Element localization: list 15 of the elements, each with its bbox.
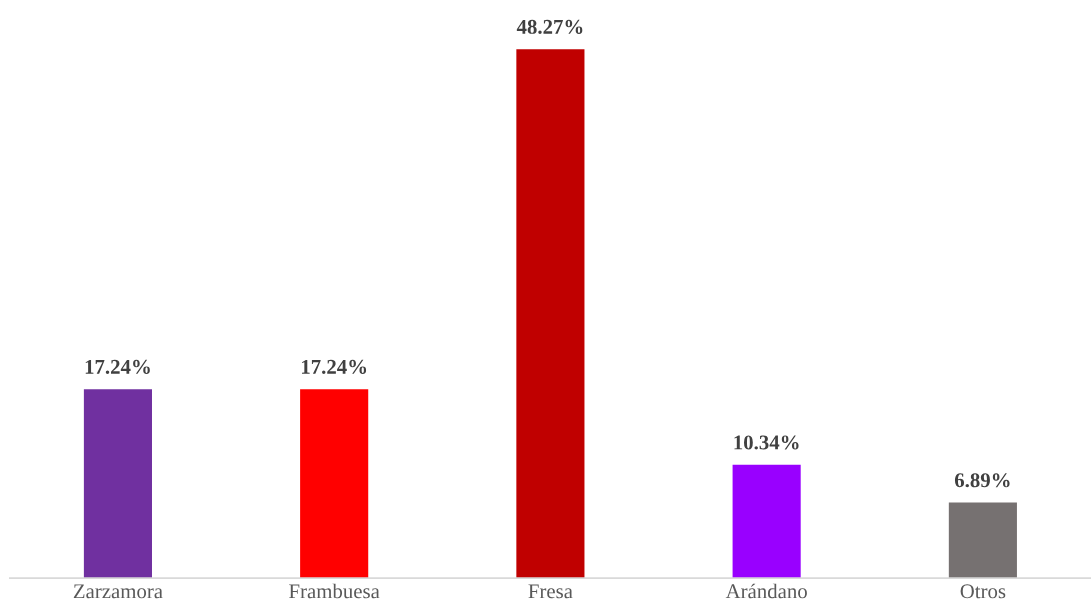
bar	[732, 464, 801, 579]
x-tick-label: Fresa	[528, 584, 573, 599]
bar	[300, 389, 369, 579]
x-tick-label: Frambuesa	[289, 583, 380, 599]
bar	[516, 49, 585, 579]
data-label: 10.34%	[734, 435, 799, 450]
x-tick-label: Arándano	[725, 583, 807, 599]
x-tick-label: Otros	[960, 584, 1006, 599]
data-label: 17.24%	[301, 359, 367, 374]
x-tick-label: Zarzamora	[73, 584, 163, 599]
data-label: 48.27%	[516, 19, 583, 34]
data-label: 6.89%	[954, 473, 1010, 488]
bar	[948, 502, 1017, 579]
bar	[83, 389, 152, 579]
data-label: 17.24%	[85, 359, 150, 374]
